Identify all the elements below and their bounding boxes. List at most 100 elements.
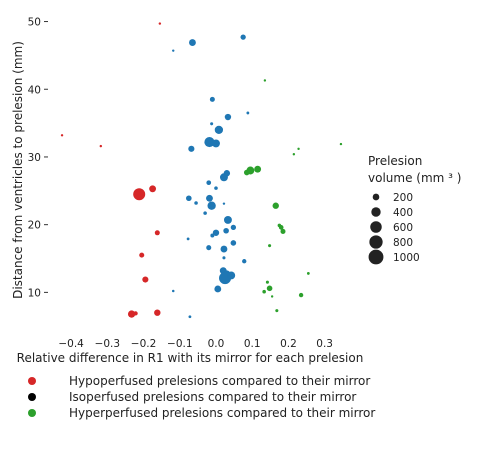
scatter-points	[60, 22, 343, 319]
data-point	[214, 186, 218, 190]
legend-label-isoperfused: Isoperfused prelesions compared to their…	[69, 390, 357, 404]
data-point	[223, 227, 229, 234]
legend-item-hyperperfused: Hyperperfused prelesions compared to the…	[28, 405, 375, 421]
data-point	[219, 173, 228, 182]
y-tick-label: 10	[28, 287, 41, 299]
data-point	[222, 202, 226, 205]
data-point	[240, 34, 246, 40]
y-tick-label: 50	[28, 17, 41, 29]
y-axis-ticks: 10 20 30 40 50	[28, 17, 48, 299]
scatter-chart: −0.4 −0.3 −0.2 −0.1 0.0 0.1 0.2 0.3 1020304050 …	[11, 17, 461, 365]
data-point	[154, 230, 160, 236]
size-legend-label: 800	[393, 237, 413, 249]
legend-marker-black	[28, 393, 36, 401]
data-point	[154, 309, 161, 316]
data-point	[297, 147, 300, 151]
size-legend-label: 600	[393, 222, 413, 234]
data-point	[158, 22, 162, 25]
data-point	[206, 245, 212, 251]
data-point	[214, 125, 224, 135]
data-point	[224, 113, 232, 121]
data-point	[263, 79, 267, 82]
x-tick-label: −0.4	[58, 338, 84, 350]
size-legend-title-line2: volume (mm ³ )	[368, 171, 461, 185]
data-point	[266, 285, 273, 292]
x-axis-label: Relative difference in R1 with its mirro…	[17, 351, 364, 365]
data-point	[227, 271, 236, 280]
data-point	[246, 166, 255, 175]
x-tick-label: 0.2	[280, 338, 297, 350]
legend-marker-green	[28, 409, 36, 417]
data-point	[142, 276, 149, 283]
size-legend-title-line1: Prelesion	[368, 154, 422, 168]
y-tick-label: 20	[28, 220, 41, 232]
data-point	[280, 228, 286, 234]
data-point	[339, 142, 343, 146]
data-point	[246, 111, 250, 115]
y-tick-label: 40	[28, 84, 41, 96]
x-tick-label: 0.1	[244, 338, 261, 350]
x-tick-label: 0.3	[316, 338, 333, 350]
data-point	[189, 39, 196, 46]
data-point	[204, 136, 215, 148]
size-legend-label: 200	[393, 192, 413, 204]
data-point	[268, 244, 272, 248]
data-point	[206, 194, 213, 202]
y-tick-label: 30	[28, 152, 41, 164]
x-tick-label: −0.3	[95, 338, 121, 350]
data-point	[194, 201, 198, 205]
data-point	[186, 195, 192, 202]
legend-item-isoperfused: Isoperfused prelesions compared to their…	[28, 389, 375, 405]
size-legend-marker	[369, 235, 383, 249]
x-axis-ticks: −0.4 −0.3 −0.2 −0.1 0.0 0.1 0.2 0.3	[58, 338, 333, 350]
data-point	[99, 144, 103, 148]
data-point	[298, 292, 304, 298]
data-point	[242, 259, 247, 264]
legend-label-hyperperfused: Hyperperfused prelesions compared to the…	[69, 406, 376, 420]
data-point	[149, 185, 157, 193]
data-point	[230, 224, 237, 231]
data-point	[172, 49, 175, 52]
data-point	[265, 280, 269, 284]
x-tick-label: −0.1	[167, 338, 193, 350]
data-point	[212, 229, 220, 236]
size-legend-label: 1000	[393, 252, 420, 264]
data-point	[60, 134, 64, 137]
data-point	[306, 272, 310, 275]
y-axis-label: Distance from ventricles to prelesion (m…	[11, 41, 25, 299]
data-point	[171, 289, 175, 293]
data-point	[188, 145, 195, 152]
data-point	[127, 310, 136, 318]
data-point	[206, 180, 212, 186]
data-point	[292, 153, 296, 156]
data-point	[133, 311, 138, 316]
data-point	[139, 252, 145, 258]
x-tick-label: 0.0	[208, 338, 225, 350]
legend-item-hypoperfused: Hypoperfused prelesions compared to thei…	[28, 373, 375, 389]
data-point	[207, 201, 216, 210]
data-point	[203, 211, 207, 215]
data-point	[270, 295, 274, 298]
category-legend: Hypoperfused prelesions compared to thei…	[28, 373, 375, 421]
size-legend-marker	[372, 193, 380, 201]
data-point	[212, 139, 220, 148]
data-point	[210, 122, 214, 126]
data-point	[223, 215, 232, 224]
data-point	[277, 223, 282, 228]
size-legend-marker	[370, 221, 382, 233]
legend-label-hypoperfused: Hypoperfused prelesions compared to thei…	[69, 374, 371, 388]
size-legend-marker	[371, 207, 381, 217]
legend-marker-red	[28, 377, 36, 385]
data-point	[222, 256, 226, 260]
size-legend: Prelesion volume (mm ³ ) 200 400 600 800 100…	[368, 154, 461, 265]
size-legend-marker	[368, 249, 384, 265]
x-tick-label: −0.2	[131, 338, 157, 350]
data-point	[230, 240, 237, 246]
data-point	[133, 188, 146, 201]
data-point	[254, 165, 262, 173]
data-point	[262, 289, 266, 294]
data-point	[214, 285, 222, 293]
data-point	[188, 315, 192, 319]
data-point	[275, 309, 279, 313]
data-point	[209, 96, 215, 102]
